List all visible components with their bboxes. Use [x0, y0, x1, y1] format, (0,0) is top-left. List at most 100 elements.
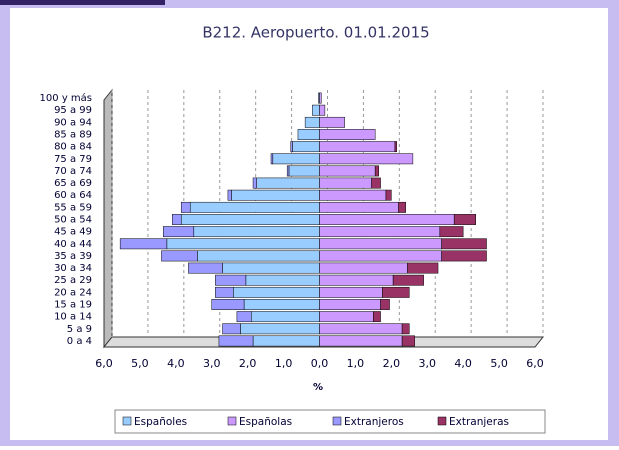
bar [319, 262, 408, 274]
bar [401, 335, 415, 347]
y-tick-label: 60 a 64 [54, 190, 92, 201]
bar [231, 189, 320, 201]
bar [161, 250, 198, 262]
bar [319, 214, 455, 225]
bar [319, 238, 442, 250]
bar [233, 286, 320, 298]
x-tick-label: 1,0 [347, 357, 365, 370]
bar [193, 226, 320, 238]
y-tick-label: 85 a 89 [54, 130, 92, 141]
bar [319, 92, 322, 104]
y-tick-label: 45 a 49 [54, 227, 92, 238]
bar [215, 274, 247, 286]
legend-swatch [332, 416, 342, 426]
legend-label: Españolas [239, 416, 292, 428]
bar [407, 262, 439, 274]
y-tick-label: 10 a 14 [54, 312, 92, 323]
bar [222, 262, 320, 274]
y-tick-label: 90 a 94 [54, 117, 92, 128]
bar [292, 141, 320, 153]
bar [319, 335, 403, 347]
bar [180, 214, 320, 225]
bar [197, 250, 320, 262]
bar [319, 189, 387, 201]
y-tick-label: 65 a 69 [54, 178, 92, 189]
wall [103, 88, 113, 349]
bar [319, 274, 394, 286]
y-tick-label: 70 a 74 [54, 166, 92, 177]
bar [227, 189, 232, 201]
bar [166, 238, 320, 250]
bar [382, 286, 410, 298]
bar [188, 262, 223, 274]
x-axis-label: % [313, 382, 323, 393]
bar [319, 323, 403, 335]
bar [215, 286, 234, 298]
bar [304, 116, 320, 128]
bar [319, 153, 414, 165]
y-tick-label: 15 a 19 [54, 300, 92, 311]
bar [319, 226, 441, 238]
bar [441, 238, 487, 250]
y-tick-label: 25 a 29 [54, 275, 92, 286]
bar [240, 323, 320, 335]
y-tick-label: 30 a 34 [54, 263, 92, 274]
bar [374, 165, 380, 177]
bar [319, 201, 399, 213]
bar [373, 311, 381, 323]
bar [286, 165, 290, 177]
x-tick-label: 2,0 [383, 357, 401, 370]
x-tick-label: 4,0 [167, 357, 185, 370]
x-tick-label: 5,0 [490, 357, 508, 370]
legend-label: Extranjeros [344, 416, 404, 428]
bar [243, 299, 320, 310]
bar [256, 177, 320, 189]
bar [171, 214, 182, 225]
y-tick-label: 20 a 24 [54, 287, 92, 298]
bar [290, 141, 293, 153]
frame-tab [0, 0, 165, 5]
y-tick-label: 80 a 84 [54, 142, 92, 153]
bar [453, 214, 476, 225]
bar [398, 201, 406, 213]
bar [319, 116, 345, 128]
bar [319, 129, 376, 140]
bar [119, 238, 168, 250]
bar [245, 274, 320, 286]
bar [218, 335, 254, 347]
y-tick-label: 5 a 9 [67, 324, 92, 335]
x-tick-label: 1,0 [275, 357, 293, 370]
bar [236, 311, 252, 323]
y-tick-label: 100 y más [40, 92, 92, 104]
bar [297, 129, 320, 140]
bar [380, 299, 390, 310]
bar [252, 335, 320, 347]
y-tick-label: 35 a 39 [54, 251, 92, 262]
bar [222, 323, 241, 335]
bar [272, 153, 320, 165]
y-tick-label: 50 a 54 [54, 215, 92, 226]
legend-swatch [122, 416, 132, 426]
legend-label: Españoles [134, 416, 187, 428]
bar [319, 299, 381, 310]
legend-swatch [227, 416, 237, 426]
legend-swatch [437, 416, 447, 426]
x-tick-label: 3,0 [419, 357, 437, 370]
bar [371, 177, 381, 189]
bar [312, 104, 320, 116]
bar [385, 189, 392, 201]
bar [252, 177, 257, 189]
bar [394, 141, 397, 153]
x-tick-label: 0,0 [311, 357, 329, 370]
bar [251, 311, 320, 323]
bar [392, 274, 424, 286]
bar [401, 323, 410, 335]
chart-title: B212. Aeropuerto. 01.01.2015 [202, 24, 429, 42]
y-tick-label: 40 a 44 [54, 239, 92, 250]
legend-label: Extranjeras [449, 416, 509, 428]
bar [319, 177, 372, 189]
y-tick-label: 0 a 4 [67, 336, 92, 347]
bar [319, 286, 383, 298]
x-tick-label: 6,0 [95, 357, 113, 370]
